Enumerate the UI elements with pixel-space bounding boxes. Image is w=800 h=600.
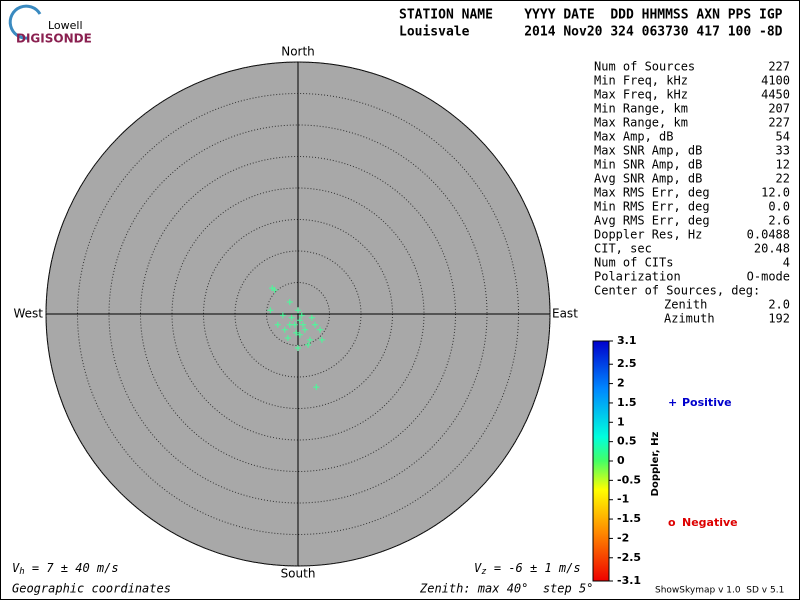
center-label: Azimuth [664,312,715,326]
stat-label: Avg SNR Amp, dB [594,172,702,186]
colorbar-tick-label: -2.5 [617,551,641,564]
stat-label: Num of Sources [594,60,695,74]
stat-value: 4100 [761,74,790,88]
dir-east: East [552,307,578,321]
source-point [300,321,307,328]
stat-label: Min SNR Amp, dB [594,158,702,172]
colorbar-tick-label: 2 [617,377,625,390]
stat-value: 4450 [761,88,790,102]
source-point [293,329,300,336]
stat-value: 0.0488 [747,228,790,242]
source-point [286,321,293,328]
stat-value: 2.6 [768,214,790,228]
center-title: Center of Sources, deg: [594,284,760,298]
source-point [313,384,320,391]
stat-value: 227 [768,116,790,130]
colorbar-tick-label: 0 [617,454,625,467]
source-point [298,312,305,319]
source-point [281,326,288,333]
colorbar-tick-label: -1.5 [617,512,641,525]
source-point [308,314,315,321]
source-point [318,336,325,343]
stat-label: Min RMS Err, deg [594,200,710,214]
stat-label: Avg RMS Err, deg [594,214,710,228]
logo-arc [8,4,42,40]
stat-label: Max Amp, dB [594,130,673,144]
colorbar [592,340,610,582]
logo-top: Lowell [48,19,83,32]
source-point [295,307,301,314]
coords: Geographic coordinates [12,582,171,596]
source-point [296,331,303,338]
source-point [317,326,324,333]
stat-value: 33 [776,144,790,158]
stat-value: 207 [768,102,790,116]
stat-label: Doppler Res, Hz [594,228,702,242]
source-point [291,321,298,328]
source-point [288,314,295,321]
source-point [267,307,274,314]
colorbar-label: Doppler, Hz [650,432,661,497]
stat-label: CIT, sec [594,242,652,256]
source-point [306,336,313,343]
legend-symbol: + [668,396,677,409]
stat-value: 12.0 [761,186,790,200]
source-point [284,334,291,341]
logo-bottom: DIGISONDE [16,32,92,46]
colorbar-tick-label: -2 [617,531,629,544]
colorbar-tick-label: 1 [617,415,625,428]
source-point [301,326,308,333]
source-point [296,317,303,324]
colorbar-tick-label: 1.5 [617,396,637,409]
legend-label: Negative [682,516,738,529]
stat-value: 20.48 [754,242,790,256]
colorbar-tick-label: 2.5 [617,357,637,370]
dir-west: West [13,307,43,321]
source-point [286,299,293,306]
dir-north: North [281,45,315,59]
source-point [279,312,286,319]
stat-value: O-mode [747,270,790,284]
colorbar-tick-label: 0.5 [617,435,637,448]
source-point [295,345,301,352]
source-point [305,341,312,348]
legend-label: Positive [682,396,732,409]
source-point [274,321,281,328]
source-point [271,287,278,294]
stat-label: Polarization [594,270,681,284]
colorbar-tick-label: -3.1 [617,574,641,587]
stat-value: 12 [776,158,790,172]
stat-label: Max Freq, kHz [594,88,688,102]
stat-label: Min Range, km [594,102,688,116]
stat-value: 4 [783,256,790,270]
header-values: Louisvale 2014 Nov20 324 063730 417 100 … [399,25,783,40]
stat-value: 22 [776,172,790,186]
stat-label: Max SNR Amp, dB [594,144,702,158]
stat-value: 54 [776,130,790,144]
colorbar-tick-label: -1 [617,493,629,506]
center-label: Zenith [664,298,707,312]
stat-label: Max RMS Err, deg [594,186,710,200]
vh: Vh = 7 ± 40 m/s [12,561,119,577]
legend-symbol: o [668,516,676,529]
stat-label: Min Freq, kHz [594,74,688,88]
colorbar-tick-label: -0.5 [617,473,641,486]
dir-south: South [281,567,316,581]
center-value: 192 [768,312,790,326]
zenith-note: Zenith: max 40° step 5° [419,582,593,596]
stat-label: Num of CITs [594,256,673,270]
colorbar-tick-label: 3.1 [617,334,637,347]
header-labels: STATION NAME YYYY DATE DDD HHMMSS AXN PP… [399,8,783,23]
center-value: 2.0 [768,298,790,312]
version: ShowSkymap v 1.0 SD v 5.1 [655,586,784,596]
vz: Vz = -6 ± 1 m/s [474,561,581,577]
stat-label: Max Range, km [594,116,688,130]
source-point [312,321,319,328]
stat-value: 0.0 [768,200,790,214]
stat-value: 227 [768,60,790,74]
